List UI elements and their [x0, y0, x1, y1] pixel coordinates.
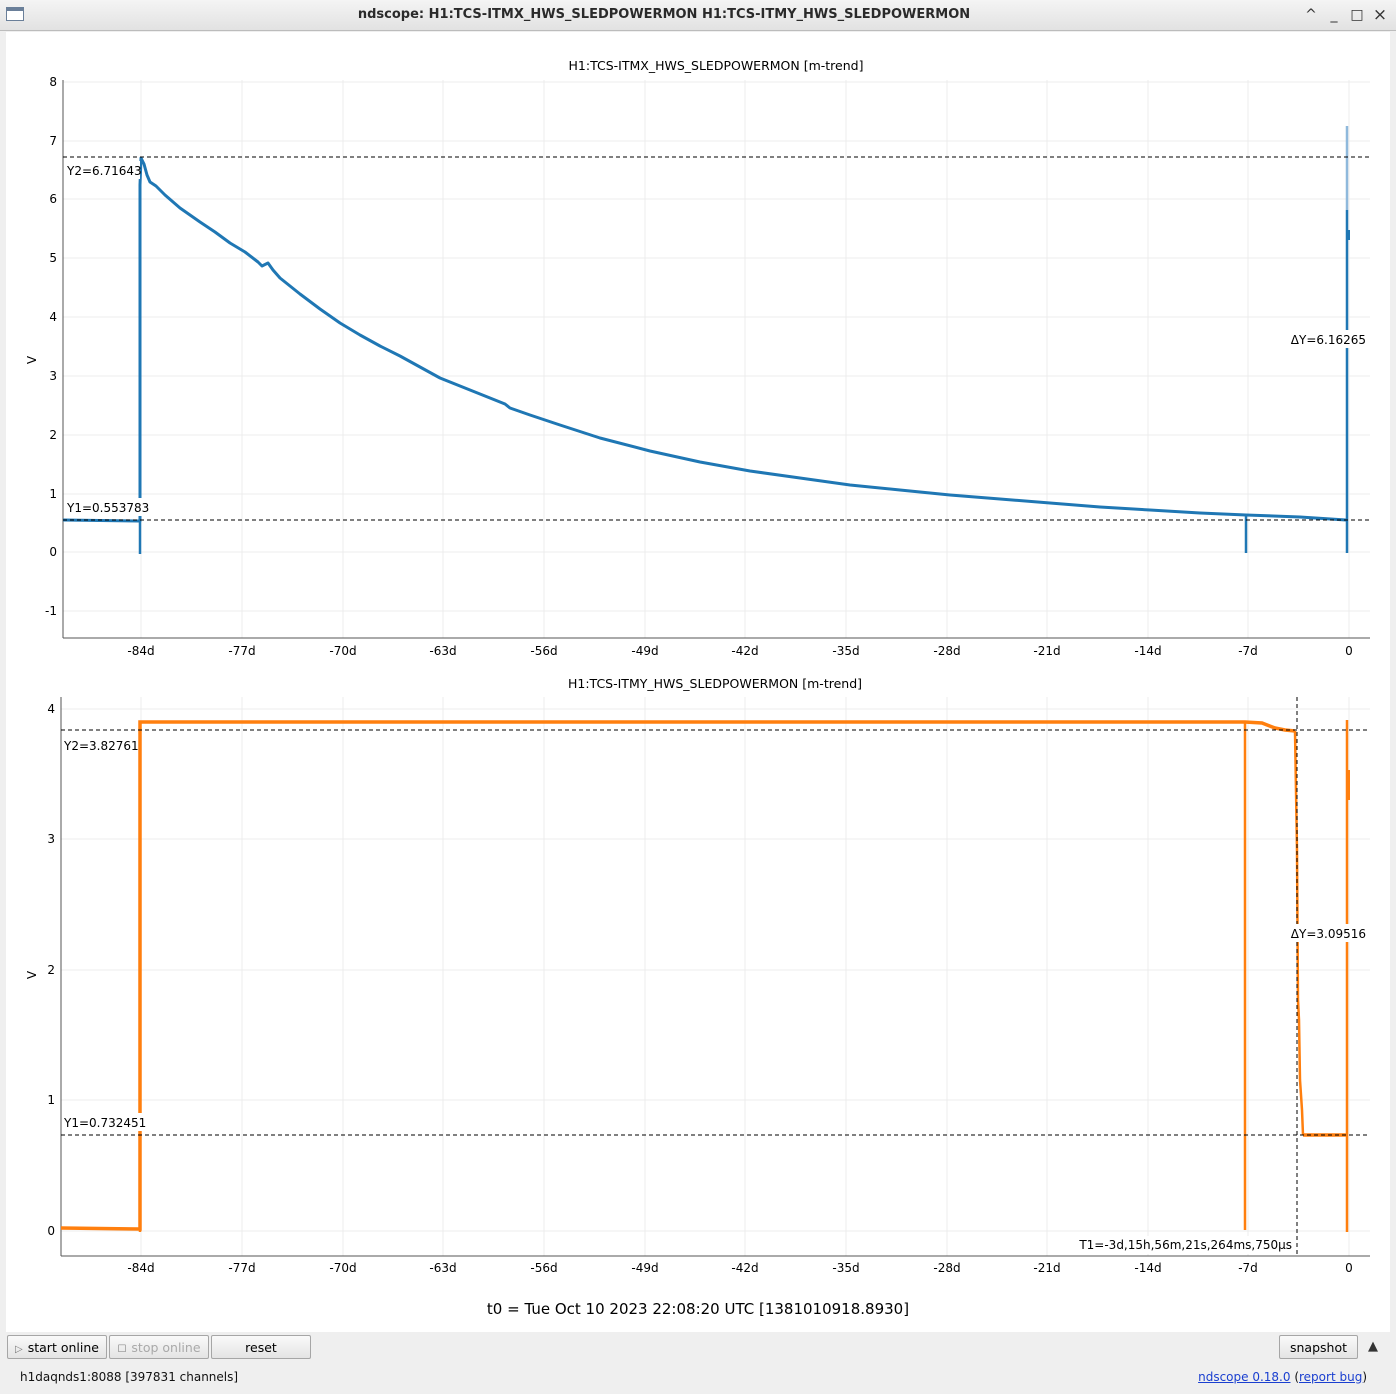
y-tick: 2	[47, 963, 55, 977]
itmy-plot[interactable]: H1:TCS-ITMY_HWS_SLEDPOWERMON [m-trend] V…	[25, 676, 1370, 1275]
reset-button[interactable]: reset	[211, 1335, 311, 1359]
y-tick: 1	[49, 487, 57, 501]
x-tick: -56d	[530, 1261, 557, 1275]
itmy-cursor-y2-label: Y2=3.82761	[63, 739, 139, 753]
label-bg	[62, 736, 136, 754]
x-tick: -7d	[1238, 644, 1258, 658]
y-tick: 6	[49, 192, 57, 206]
plot-area[interactable]: H1:TCS-ITMX_HWS_SLEDPOWERMON [m-trend] V…	[6, 32, 1390, 1332]
y-tick: -1	[45, 604, 57, 618]
x-tick: -63d	[429, 644, 456, 658]
label-bg	[1082, 1236, 1295, 1254]
itmy-trace	[60, 720, 1350, 1232]
label-bg	[1292, 330, 1368, 348]
itmx-trace	[62, 126, 1350, 554]
x-tick: -77d	[228, 1261, 255, 1275]
version-info: ndscope 0.18.0 (report bug)	[1198, 1370, 1367, 1384]
y-tick: 0	[47, 1224, 55, 1238]
x-tick: -63d	[429, 1261, 456, 1275]
y-tick: 2	[49, 428, 57, 442]
x-tick: -21d	[1033, 1261, 1060, 1275]
itmy-cursor-t1-label: T1=-3d,15h,56m,21s,264ms,750μs	[1078, 1238, 1292, 1252]
label-bg	[64, 498, 146, 516]
x-tick: -35d	[832, 644, 859, 658]
itmy-y-label: V	[25, 970, 39, 979]
version-paren-open: (	[1290, 1370, 1299, 1384]
label-bg	[64, 161, 140, 179]
x-tick: -28d	[933, 644, 960, 658]
x-tick: -70d	[329, 644, 356, 658]
x-tick: -42d	[731, 1261, 758, 1275]
y-tick: 3	[47, 832, 55, 846]
itmx-x-ticks: -84d -77d -70d -63d -56d -49d -42d -35d …	[127, 644, 1352, 658]
version-paren-close: )	[1362, 1370, 1367, 1384]
expand-up-icon[interactable]: ▲	[1368, 1339, 1378, 1354]
x-tick: -21d	[1033, 644, 1060, 658]
keep-above-button[interactable]: ^	[1305, 7, 1317, 23]
x-tick: -42d	[731, 644, 758, 658]
close-button[interactable]: ×	[1372, 5, 1388, 25]
maximize-button[interactable]: □	[1350, 7, 1364, 23]
version-link[interactable]: ndscope 0.18.0	[1198, 1370, 1291, 1384]
x-tick: -84d	[127, 1261, 154, 1275]
x-tick: -77d	[228, 644, 255, 658]
itmy-x-ticks: -84d -77d -70d -63d -56d -49d -42d -35d …	[127, 1261, 1352, 1275]
y-tick: 4	[47, 702, 55, 716]
y-tick: 5	[49, 251, 57, 265]
y-tick: 1	[47, 1093, 55, 1107]
start-online-label: start online	[27, 1340, 99, 1355]
x-tick: -70d	[329, 1261, 356, 1275]
status-text: h1daqnds1:8088 [397831 channels]	[20, 1370, 239, 1384]
stop-icon: ☐	[117, 1344, 127, 1355]
x-tick: -49d	[631, 644, 658, 658]
x-tick: -84d	[127, 644, 154, 658]
label-bg	[62, 1113, 142, 1131]
x-tick: -14d	[1134, 644, 1161, 658]
control-bar: ▷ start online ☐ stop online reset snapsho…	[0, 1333, 1396, 1394]
minimize-button[interactable]: _	[1330, 7, 1338, 23]
y-tick: 8	[49, 75, 57, 89]
itmx-plot[interactable]: H1:TCS-ITMX_HWS_SLEDPOWERMON [m-trend] V…	[25, 58, 1370, 658]
x-tick: 0	[1345, 1261, 1353, 1275]
stop-online-label: stop online	[131, 1340, 201, 1355]
start-online-button[interactable]: ▷ start online	[7, 1335, 107, 1359]
window-titlebar: ndscope: H1:TCS-ITMX_HWS_SLEDPOWERMON H1…	[0, 0, 1396, 31]
y-tick: 3	[49, 369, 57, 383]
itmx-cursor-y2-label: Y2=6.71643	[66, 164, 142, 178]
app-menu-icon[interactable]	[6, 7, 24, 21]
y-tick: 0	[49, 545, 57, 559]
x-tick: -35d	[832, 1261, 859, 1275]
y-tick: 4	[49, 310, 57, 324]
itmy-grid	[61, 697, 1370, 1256]
x-tick: -28d	[933, 1261, 960, 1275]
x-tick: -56d	[530, 644, 557, 658]
itmx-grid	[63, 80, 1370, 638]
itmy-delta-y-label: ΔY=3.09516	[1291, 927, 1366, 941]
x-tick: -49d	[631, 1261, 658, 1275]
itmx-delta-y-label: ΔY=6.16265	[1291, 333, 1366, 347]
play-icon: ▷	[15, 1344, 23, 1355]
window-title: ndscope: H1:TCS-ITMX_HWS_SLEDPOWERMON H1…	[357, 7, 971, 22]
label-bg	[1292, 924, 1368, 942]
y-tick: 7	[49, 134, 57, 148]
stop-online-button[interactable]: ☐ stop online	[109, 1335, 209, 1359]
snapshot-button[interactable]: snapshot	[1279, 1335, 1358, 1359]
x-tick: -14d	[1134, 1261, 1161, 1275]
x-tick: 0	[1345, 644, 1353, 658]
report-bug-link[interactable]: report bug	[1299, 1370, 1363, 1384]
itmx-y-ticks: 8 7 6 5 4 3 2 1 0 -1	[45, 75, 57, 618]
itmx-cursor-y1-label: Y1=0.553783	[66, 501, 149, 515]
itmx-plot-title: H1:TCS-ITMX_HWS_SLEDPOWERMON [m-trend]	[569, 58, 864, 73]
t0-label: t0 = Tue Oct 10 2023 22:08:20 UTC [13810…	[487, 1300, 909, 1318]
x-tick: -7d	[1238, 1261, 1258, 1275]
itmy-cursor-y1-label: Y1=0.732451	[63, 1116, 146, 1130]
plots-svg[interactable]: H1:TCS-ITMX_HWS_SLEDPOWERMON [m-trend] V…	[6, 32, 1390, 1332]
itmy-y-ticks: 4 3 2 1 0	[47, 702, 55, 1238]
itmx-y-label: V	[25, 355, 39, 364]
itmy-plot-title: H1:TCS-ITMY_HWS_SLEDPOWERMON [m-trend]	[568, 676, 862, 691]
